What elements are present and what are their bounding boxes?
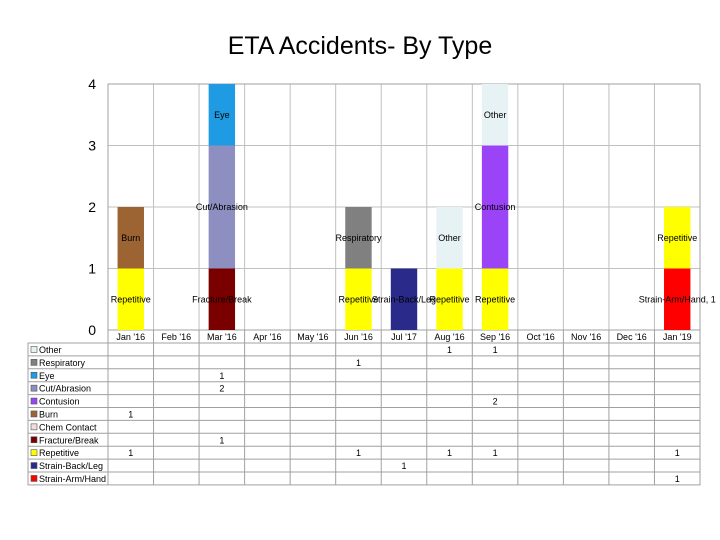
- table-cell-repetitive-sep-16: 1: [493, 448, 498, 458]
- legend-label-repetitive: Repetitive: [39, 448, 79, 458]
- label-layer: 0 1 2 3 4 Repetitive Burn Fracture/Break Cut/Abr…: [88, 76, 716, 342]
- x-tick-label-aug-16: Aug '16: [434, 332, 464, 342]
- bar-cut-abrasion-mar-16: [208, 145, 236, 269]
- legend-key-fracture-break: [30, 436, 38, 444]
- legend-key-cut-abrasion: [30, 384, 38, 392]
- segment-label-eye-mar-16: Eye: [214, 110, 230, 120]
- table-cell-repetitive-jan-16: 1: [128, 448, 133, 458]
- bar-contusion-sep-16: [481, 145, 509, 269]
- y-tick-label-2: 2: [88, 199, 96, 215]
- x-tick-label-apr-16: Apr '16: [253, 332, 281, 342]
- bar-strain-arm-hand-jan-19: [664, 268, 691, 330]
- y-tick-label-1: 1: [88, 261, 96, 277]
- segment-label-respiratory-jun-16: Respiratory: [335, 233, 382, 243]
- bar-eye-mar-16: [208, 84, 236, 146]
- segment-label-repetitive-sep-16: Repetitive: [475, 294, 515, 304]
- segment-label-repetitive-aug-16: Repetitive: [430, 294, 470, 304]
- segment-label-repetitive-jan-16: Repetitive: [111, 294, 151, 304]
- table-cell-strain-arm-hand-jan-19: 1: [675, 474, 680, 484]
- x-tick-label-nov-16: Nov '16: [571, 332, 601, 342]
- legend-label-fracture-break: Fracture/Break: [39, 435, 99, 445]
- legend-key-burn: [30, 410, 38, 418]
- bar-repetitive-jun-16: [345, 268, 372, 330]
- legend-label-other: Other: [39, 345, 62, 355]
- table-cell-repetitive-aug-16: 1: [447, 448, 452, 458]
- chart-title: ETA Accidents- By Type: [227, 32, 493, 60]
- legend-label-chem-contact: Chem Contact: [39, 422, 97, 432]
- segment-label-repetitive-jun-16: Repetitive: [338, 294, 378, 304]
- bar-other-sep-16: [481, 84, 509, 146]
- table-cell-eye-mar-16: 1: [219, 371, 224, 381]
- legend-label-strain-arm-hand: Strain-Arm/Hand: [39, 474, 106, 484]
- legend-key-eye: [30, 371, 38, 379]
- legend-label-respiratory: Respiratory: [39, 358, 86, 368]
- segment-label-strain-arm-hand-jan-19: Strain-Arm/Hand, 1: [639, 294, 716, 304]
- legend-key-strain-back-leg: [30, 462, 38, 469]
- x-tick-label-dec-16: Dec '16: [617, 332, 647, 342]
- legend-label-cut-abrasion: Cut/Abrasion: [39, 384, 91, 394]
- bar-strain-back-leg-jul-17: [390, 268, 418, 330]
- bar-other-aug-16: [436, 207, 463, 269]
- data-table: Other 1 1 Respiratory 1 Eye 1 Cut/Abrasion 2 Cont…: [27, 330, 701, 486]
- x-tick-label-feb-16: Feb '16: [161, 332, 191, 342]
- bar-repetitive-jan-19: [664, 207, 691, 269]
- grid-layer: [107, 83, 701, 331]
- segment-label-strain-back-leg-jul-17: Strain-Back/Leg: [372, 294, 436, 304]
- legend-label-strain-back-leg: Strain-Back/Leg: [39, 461, 103, 471]
- x-tick-label-oct-16: Oct '16: [526, 332, 554, 342]
- segment-label-fracture-break-mar-16: Fracture/Break: [192, 294, 252, 304]
- x-tick-label-jan-19: Jan '19: [663, 332, 692, 342]
- bar-repetitive-jan-16: [117, 268, 144, 330]
- table-cell-cut-abrasion-mar-16: 2: [219, 384, 224, 394]
- table-cell-strain-back-leg-jul-17: 1: [401, 461, 406, 471]
- legend-key-repetitive: [30, 449, 38, 456]
- x-tick-label-jun-16: Jun '16: [344, 332, 373, 342]
- legend-label-burn: Burn: [39, 409, 58, 419]
- table-cell-burn-jan-16: 1: [128, 409, 133, 419]
- bar-respiratory-jun-16: [345, 207, 372, 269]
- table-cell-repetitive-jan-19: 1: [675, 448, 680, 458]
- legend-label-contusion: Contusion: [39, 397, 80, 407]
- legend-key-other: [30, 346, 38, 353]
- x-tick-label-mar-16: Mar '16: [207, 332, 237, 342]
- segment-label-contusion-sep-16: Contusion: [475, 202, 516, 212]
- legend-key-chem-contact: [30, 423, 38, 431]
- y-tick-label-0: 0: [88, 322, 96, 338]
- segment-label-burn-jan-16: Burn: [121, 233, 140, 243]
- segment-label-repetitive-jan-19: Repetitive: [657, 233, 697, 243]
- segment-label-cut-abrasion-mar-16: Cut/Abrasion: [196, 202, 248, 212]
- legend-key-respiratory: [30, 359, 38, 366]
- table-cell-fracture-break-mar-16: 1: [219, 435, 224, 445]
- table-cell-repetitive-jun-16: 1: [356, 448, 361, 458]
- x-tick-label-jan-16: Jan '16: [116, 332, 145, 342]
- x-tick-label-jul-17: Jul '17: [391, 332, 417, 342]
- legend-label-eye: Eye: [39, 371, 55, 381]
- bar-layer: [117, 84, 691, 330]
- bar-fracture-break-mar-16: [208, 268, 236, 330]
- y-tick-label-4: 4: [88, 76, 96, 92]
- x-tick-label-may-16: May '16: [297, 332, 328, 342]
- table-cell-respiratory-jun-16: 1: [356, 358, 361, 368]
- bar-repetitive-aug-16: [436, 268, 463, 330]
- segment-label-other-aug-16: Other: [438, 233, 461, 243]
- segment-label-other-sep-16: Other: [484, 110, 507, 120]
- legend-key-strain-arm-hand: [30, 475, 38, 482]
- bar-burn-jan-16: [117, 207, 144, 269]
- x-tick-label-sep-16: Sep '16: [480, 332, 510, 342]
- table-cell-contusion-sep-16: 2: [493, 397, 498, 407]
- table-cell-other-sep-16: 1: [493, 345, 498, 355]
- bar-repetitive-sep-16: [481, 268, 509, 330]
- table-cell-other-aug-16: 1: [447, 345, 452, 355]
- y-tick-label-3: 3: [88, 138, 96, 154]
- legend-key-contusion: [30, 397, 38, 405]
